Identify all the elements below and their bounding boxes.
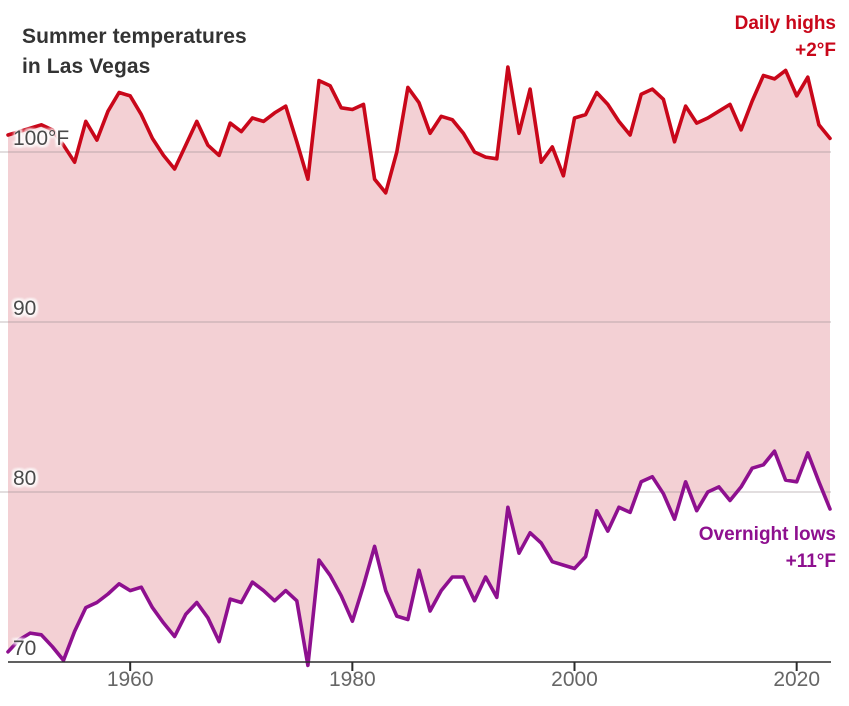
daily-highs-label: Daily highs [734, 13, 836, 34]
daily-highs-line [6, 65, 832, 195]
overnight-lows-delta: +11°F [785, 551, 836, 572]
chart-title-line1: Summer temperatures [22, 25, 247, 48]
overnight-lows-line [6, 449, 832, 668]
horizontal-gridlines [0, 151, 831, 493]
y-tick-label-100: 100°F [13, 127, 70, 150]
overnight-lows-label: Overnight lows [698, 524, 836, 545]
x-axis [8, 661, 831, 671]
x-tick-label-2020: 2020 [773, 668, 821, 691]
temperature-band-area [8, 67, 830, 666]
x-tick-label-2000: 2000 [551, 668, 598, 691]
y-tick-label-90: 90 [13, 297, 37, 320]
y-tick-label-80: 80 [13, 467, 37, 490]
daily-highs-delta: +2°F [795, 40, 836, 61]
x-tick-label-1980: 1980 [328, 668, 376, 691]
daily-highs-annotation: Daily highs +2°F [735, 10, 836, 64]
x-tick-label-1960: 1960 [106, 668, 154, 691]
y-tick-label-70: 70 [13, 637, 37, 660]
chart-title: Summer temperatures in Las Vegas [22, 22, 247, 82]
chart-title-line2: in Las Vegas [22, 55, 151, 78]
overnight-lows-annotation: Overnight lows +11°F [699, 521, 836, 575]
